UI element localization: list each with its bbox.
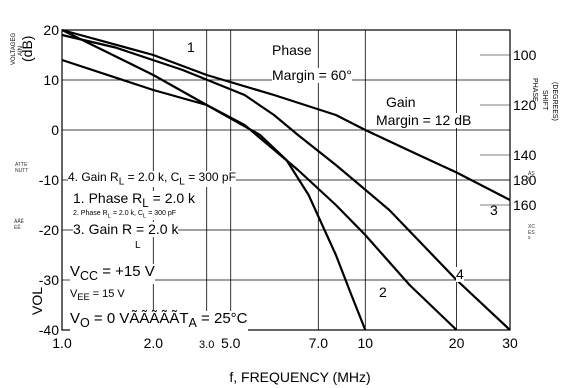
x-tick-label: 5.0 [221,335,241,351]
vcc-sub: CC [80,269,99,283]
x-tick-label: 1.0 [52,335,72,351]
ta-val: = 25°C [196,310,248,327]
series-line-2 [61,58,458,331]
y-axis-title-ain: AIN [18,46,24,56]
gain-annotation: Gain [386,94,416,111]
y-tick-label: 0 [51,122,59,138]
vo-v: V [70,310,81,327]
legend-item-1: 1. Phase RL = 2.0 k [73,190,196,211]
legend-2-sub: L [107,213,111,220]
legend-3-sub: L [135,240,141,251]
vcc-val: = +15 V [98,263,155,280]
legend-2-phase: 2. Phase R [73,210,108,217]
x-tick-label: 2.0 [144,335,164,351]
legend-1-phase: 1. Phase R [73,190,143,206]
legend-item-4: 4. Gain RL = 2.0 k, CL = 300 pF [68,170,236,188]
vcc-condition: VCC = +15 V [70,263,155,284]
y2-tick-label: 160 [513,197,537,213]
x-tick-label: 10 [358,335,374,351]
y2-axis-title-3: (DEGREES) [551,82,558,121]
y-tick-label: -10 [39,172,59,188]
plot-frame [61,29,511,331]
curve-label-2: 2 [379,284,387,301]
vee-val: = 15 V [89,288,125,300]
x-tick-label: 30 [502,335,518,351]
phase-margin-annotation: Margin = 60° [272,67,352,84]
legend-2-sub2: L [143,213,147,220]
legend-item-3-sub: L [135,240,141,251]
vo-sub: O [80,316,90,330]
x-axis-title: f, FREQUENCY (MHz) [229,369,370,385]
y2-tick-label: 100 [513,47,537,63]
legend-3-gain: 3. Gain R = 2.0 k [73,221,179,237]
vee-sub: EE [77,292,90,303]
series-line-4 [61,33,511,331]
y-tick-label: 10 [43,72,59,88]
y-tick-label: -30 [39,272,59,288]
legend-4-sub: L [118,176,125,188]
phase-annotation: Phase [272,42,312,59]
y2-axis-title-1: PHASE [531,78,538,102]
legend-1-end: = 2.0 k [148,190,196,206]
curve-label-1: 1 [187,39,195,55]
y-axis-title-db: (dB) [19,36,35,62]
vo-ta-condition: VO = 0 VÃÃÃÃÃTA = 25°C [70,310,248,331]
vee-condition: VEE = 15 V [70,288,125,303]
vo-val: = 0 VÃÃÃÃÃT [89,310,189,327]
legend-1-sub: L [142,196,149,210]
x-tick-label: 7.0 [309,335,329,351]
legend-4-sub2: L [179,176,185,188]
data-series [61,28,511,331]
legend-4-gain: 4. Gain R [68,170,119,184]
series-line-3 [61,28,511,201]
garble-text-3: ÁS E [528,171,535,183]
garble-text-1: ATTE NUTT [15,162,29,174]
y-tick-label: -20 [39,222,59,238]
legend-item-2: 2. Phase RL = 2.0 k, CL = 300 pF [73,210,177,220]
x-tick-label: 20 [449,335,465,351]
vcc-v: V [70,263,81,280]
garble-text-2: ÁÂÊ ÉÊ [14,219,25,231]
y-tick-label: -40 [39,322,59,338]
y2-tick-label: 180 [513,172,537,188]
legend-2-mid: = 2.0 k, C [110,210,143,217]
x-tick-label: 3.0 [199,339,214,351]
curve-label-4: 4 [456,266,464,283]
legend-2-end: = 300 pF [146,210,177,217]
vee-v: V [70,288,78,300]
y2-tick-label: 120 [513,97,537,113]
gain-margin-annotation: Margin = 12 dB [376,112,472,129]
y-tick-label: 20 [43,22,59,38]
y2-axis-title-2: SHIFT [541,90,548,111]
ta-sub: A [188,316,197,330]
legend-4-mid: = 2.0 k, C [124,170,180,184]
legend-4-end: = 300 pF [184,170,236,184]
legend-item-3: 3. Gain R = 2.0 k [73,221,179,238]
y-axis-title-voltage: VOLTAGEG [11,33,17,65]
curve-label-3: 3 [490,202,498,218]
y2-tick-label: 140 [513,147,537,163]
y-axis-title-vol: VOL [29,287,45,315]
garble-text-4: XC ES s [528,224,535,241]
